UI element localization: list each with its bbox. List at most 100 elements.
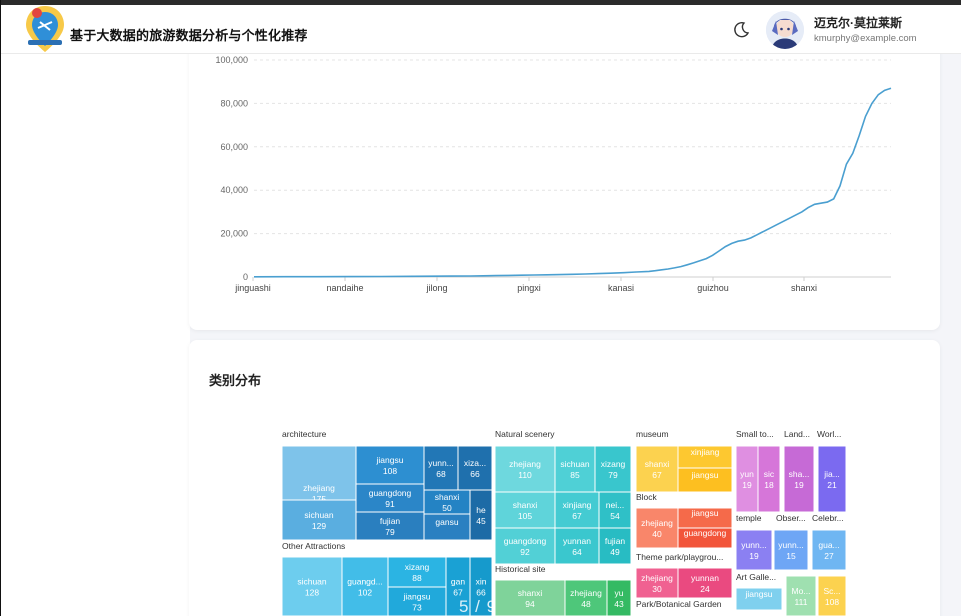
page-indicator: 5 / 9 bbox=[459, 597, 498, 616]
treemap-cell bbox=[387, 556, 447, 588]
treemap-cell-value: 66 bbox=[476, 588, 486, 598]
treemap-cell-value: 19 bbox=[742, 480, 752, 490]
treemap-cell bbox=[606, 579, 632, 616]
treemap-cell-value: 73 bbox=[412, 603, 422, 613]
x-tick-label: guizhou bbox=[697, 283, 729, 293]
treemap-group-label: Worl... bbox=[817, 429, 841, 439]
treemap-cell-label: xizang bbox=[405, 562, 430, 572]
treemap-cell-value: 30 bbox=[652, 584, 662, 594]
treemap-cell-label: shanxi bbox=[518, 588, 543, 598]
avatar-image bbox=[766, 11, 804, 49]
window-frame bbox=[0, 0, 961, 5]
treemap-cell bbox=[457, 445, 493, 491]
treemap-cell-label: sha... bbox=[789, 469, 810, 479]
treemap-group-label: Celebr... bbox=[812, 513, 844, 523]
treemap-cell-label: gansu bbox=[435, 517, 458, 527]
treemap-cell-value: 175 bbox=[312, 494, 326, 504]
treemap-cell-label: yunn... bbox=[428, 458, 454, 468]
treemap-cell-label: zhejiang bbox=[641, 573, 673, 583]
treemap-cell-value: 40 bbox=[652, 529, 662, 539]
treemap-group-label: Art Galle... bbox=[736, 572, 776, 582]
treemap-cell-label: jiangsu bbox=[691, 508, 719, 518]
app-title: 基于大数据的旅游数据分析与个性化推荐 bbox=[70, 28, 308, 43]
y-tick-label: 40,000 bbox=[220, 185, 248, 195]
treemap-cell bbox=[355, 511, 425, 541]
treemap-cell-value: 21 bbox=[827, 480, 837, 490]
treemap-cell-label: sic bbox=[764, 469, 775, 479]
treemap-cell-value: 19 bbox=[794, 480, 804, 490]
treemap-cell-value: 91 bbox=[385, 499, 395, 509]
x-tick-label: jinguashi bbox=[234, 283, 271, 293]
treemap-cell-label: zhejiang bbox=[570, 588, 602, 598]
treemap-cell-value: 49 bbox=[610, 547, 620, 557]
user-name[interactable]: 迈克尔·莫拉莱斯 bbox=[814, 16, 902, 30]
category-treemap: zhejiang175sichuan129jiangsu108guangdong… bbox=[281, 429, 847, 616]
y-tick-label: 60,000 bbox=[220, 142, 248, 152]
treemap-cell-value: 111 bbox=[795, 597, 808, 607]
treemap-group-label: Block bbox=[636, 492, 658, 502]
treemap-cell-label: Mo... bbox=[792, 586, 811, 596]
treemap-group-label: museum bbox=[636, 429, 669, 439]
x-tick-label: pingxi bbox=[517, 283, 541, 293]
treemap-cell-value: 102 bbox=[358, 588, 372, 598]
treemap-cell-value: 24 bbox=[700, 584, 710, 594]
treemap-cell-label: sichuan bbox=[304, 510, 334, 520]
treemap-cell-value: 92 bbox=[520, 547, 530, 557]
treemap-cell bbox=[677, 527, 733, 549]
treemap-cell-label: he bbox=[476, 505, 486, 515]
treemap-cell-value: 129 bbox=[312, 521, 326, 531]
treemap-cell-label: jia... bbox=[823, 469, 840, 479]
treemap-cell-value: 94 bbox=[525, 599, 535, 609]
y-tick-label: 0 bbox=[243, 272, 248, 282]
treemap-cell bbox=[598, 527, 632, 565]
treemap-cell bbox=[494, 579, 566, 616]
treemap-cell-label: yunnan bbox=[563, 536, 591, 546]
section-title: 类别分布 bbox=[209, 373, 262, 388]
treemap-cell-label: guangdong bbox=[684, 528, 727, 538]
treemap-cell bbox=[817, 575, 847, 616]
screen-edge bbox=[0, 0, 1, 616]
treemap-cell bbox=[469, 489, 493, 541]
treemap-cell-value: 18 bbox=[764, 480, 774, 490]
treemap-cell bbox=[677, 567, 733, 599]
treemap-cell-label: fujian bbox=[605, 536, 626, 546]
treemap-cell bbox=[598, 491, 632, 529]
treemap-cell bbox=[554, 491, 600, 529]
treemap-cell-label: zhejiang bbox=[509, 459, 541, 469]
treemap-cell-label: guangd... bbox=[347, 577, 382, 587]
treemap-cell-label: yu bbox=[615, 588, 624, 598]
treemap-cell bbox=[735, 529, 773, 571]
user-email: kmurphy@example.com bbox=[814, 33, 917, 44]
treemap-cell-value: 48 bbox=[581, 599, 591, 609]
treemap-cell-label: xiza... bbox=[464, 458, 486, 468]
y-tick-label: 20,000 bbox=[220, 229, 248, 239]
treemap-cell bbox=[494, 445, 556, 493]
treemap-cell bbox=[817, 445, 847, 513]
x-tick-label: shanxi bbox=[791, 283, 817, 293]
treemap-cell bbox=[281, 556, 343, 616]
treemap-cell-value: 67 bbox=[453, 588, 463, 598]
treemap-cell-label: guangdong bbox=[504, 536, 547, 546]
treemap-group-label: architecture bbox=[282, 429, 327, 439]
treemap-cell bbox=[281, 499, 357, 541]
treemap-group-label: Small to... bbox=[736, 429, 774, 439]
y-tick-label: 80,000 bbox=[220, 98, 248, 108]
avatar[interactable] bbox=[766, 11, 804, 49]
treemap-cell bbox=[773, 529, 809, 571]
treemap-cell-value: 79 bbox=[385, 527, 395, 537]
treemap-cell bbox=[355, 445, 425, 485]
treemap-cell-label: yun bbox=[740, 469, 754, 479]
treemap-cell-label: Sc... bbox=[823, 586, 840, 596]
treemap-group-label: Natural scenery bbox=[495, 429, 555, 439]
treemap-group-label: Park/Botanical Garden bbox=[636, 599, 722, 609]
treemap-cell-value: 43 bbox=[614, 599, 624, 609]
treemap-cell bbox=[494, 491, 556, 529]
treemap-cell-value: 64 bbox=[572, 547, 582, 557]
treemap-cell bbox=[387, 586, 447, 616]
treemap-cell bbox=[735, 587, 783, 611]
moon-icon[interactable] bbox=[732, 21, 750, 39]
treemap-cell-label: yunn... bbox=[778, 540, 804, 550]
map-pin-logo[interactable] bbox=[24, 4, 66, 54]
treemap-cell bbox=[554, 527, 600, 565]
treemap-cell-value: 85 bbox=[570, 470, 580, 480]
